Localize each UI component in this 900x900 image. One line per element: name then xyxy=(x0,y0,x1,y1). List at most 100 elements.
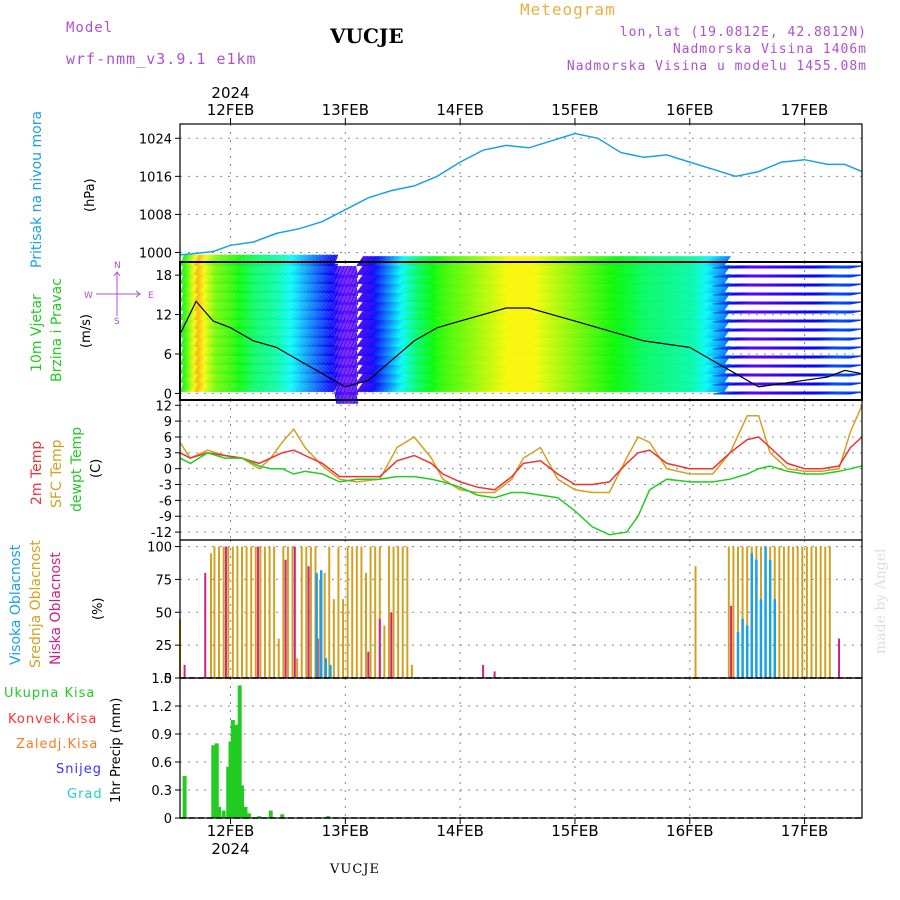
wind-barb xyxy=(425,354,434,366)
wind-barb xyxy=(193,254,200,267)
wind-barb xyxy=(428,309,436,321)
wind-barb xyxy=(305,254,311,267)
wind-barb xyxy=(425,345,434,357)
wind-barb xyxy=(374,318,383,330)
wind-barb xyxy=(379,300,388,312)
wind-barb xyxy=(401,354,410,366)
wind-barb xyxy=(374,354,383,366)
wind-barb xyxy=(375,318,384,330)
wind-barb xyxy=(396,291,405,303)
wind-barb xyxy=(375,282,384,294)
wind-barb xyxy=(272,254,278,267)
wind-barb xyxy=(439,354,447,366)
wind-barb xyxy=(439,363,447,375)
wind-barb xyxy=(399,273,408,285)
wind-barb xyxy=(359,327,368,339)
wind-barb xyxy=(366,345,374,357)
wind-barb xyxy=(360,282,369,294)
wind-barb xyxy=(381,273,390,285)
wind-barb xyxy=(410,372,419,384)
wind-barb xyxy=(364,291,373,303)
wind-barb xyxy=(388,381,396,393)
wind-barb xyxy=(390,327,399,339)
wind-barb xyxy=(430,363,439,375)
wind-barb xyxy=(374,300,383,312)
wind-barb xyxy=(439,291,447,303)
wind-barb xyxy=(309,254,315,267)
wind-barb xyxy=(412,264,421,276)
wind-barb xyxy=(200,254,206,267)
wind-barb xyxy=(281,254,288,267)
wind-barb xyxy=(429,363,438,375)
wind-barb xyxy=(395,345,403,357)
wind-barb xyxy=(392,300,401,312)
wind-barb xyxy=(298,254,304,267)
model-name: wrf-nmm_v3.9.1 e1km xyxy=(66,50,257,68)
wind-barb xyxy=(219,254,226,267)
wind-barb xyxy=(428,300,436,312)
wind-barb xyxy=(301,254,307,267)
wind-barb xyxy=(426,336,435,348)
wind-barb xyxy=(440,282,449,294)
wind-barb xyxy=(408,318,417,330)
wind-barb xyxy=(393,264,402,276)
wind-barb xyxy=(400,381,409,393)
wind-barb xyxy=(396,372,405,384)
wind-barb xyxy=(414,345,423,357)
wind-barb xyxy=(422,336,431,348)
wind-barb xyxy=(356,273,365,285)
wind-barb xyxy=(400,309,409,321)
wind-barb xyxy=(404,363,413,375)
wind-barb xyxy=(197,254,204,267)
wind-barb xyxy=(237,254,244,267)
wind-barb xyxy=(372,291,381,303)
wind-barb xyxy=(414,318,423,330)
wind-barb xyxy=(370,318,379,330)
wind-barb xyxy=(397,300,406,312)
wind-barb xyxy=(419,300,428,312)
wind-barb xyxy=(370,327,379,339)
wind-barb xyxy=(428,381,436,393)
wind-barb xyxy=(407,345,416,357)
wind-barb xyxy=(372,309,381,321)
wind-barb xyxy=(404,264,413,276)
wind-barb xyxy=(213,254,219,267)
wind-barb xyxy=(386,273,395,285)
wind-barb xyxy=(359,363,368,375)
wind-barb xyxy=(401,336,410,348)
wind-barb xyxy=(354,301,359,314)
wind-barb xyxy=(221,254,227,267)
wind-barb xyxy=(364,363,373,375)
wind-barb xyxy=(331,299,337,312)
wind-barb xyxy=(406,273,414,285)
wind-barb xyxy=(186,254,193,267)
wind-barb xyxy=(395,291,403,303)
wind-barb xyxy=(422,372,431,384)
wind-barb xyxy=(269,254,275,267)
wind-barb xyxy=(432,372,441,384)
wind-barb xyxy=(383,345,392,357)
wind-barb xyxy=(426,354,435,366)
wind-barb xyxy=(374,363,383,375)
wind-barb xyxy=(243,254,249,267)
wind-barb xyxy=(440,327,449,339)
wind-barb xyxy=(400,291,409,303)
wind-barb xyxy=(368,327,377,339)
wind-barb xyxy=(378,381,387,393)
wind-barb xyxy=(364,381,373,393)
wind-barb xyxy=(407,354,416,366)
wind-barb xyxy=(390,273,399,285)
wind-barb xyxy=(368,300,377,312)
wind-barb xyxy=(290,254,296,267)
wind-barb xyxy=(363,318,372,330)
wind-barb xyxy=(378,336,387,348)
wind-barb xyxy=(321,254,328,267)
wind-barb xyxy=(433,282,442,294)
wind-barb xyxy=(417,300,425,312)
wind-barb xyxy=(436,282,445,294)
wind-barb xyxy=(383,264,392,276)
wind-barb xyxy=(386,372,395,384)
wind-barb xyxy=(434,363,443,375)
wind-barb xyxy=(418,363,427,375)
wind-barb xyxy=(356,264,365,276)
